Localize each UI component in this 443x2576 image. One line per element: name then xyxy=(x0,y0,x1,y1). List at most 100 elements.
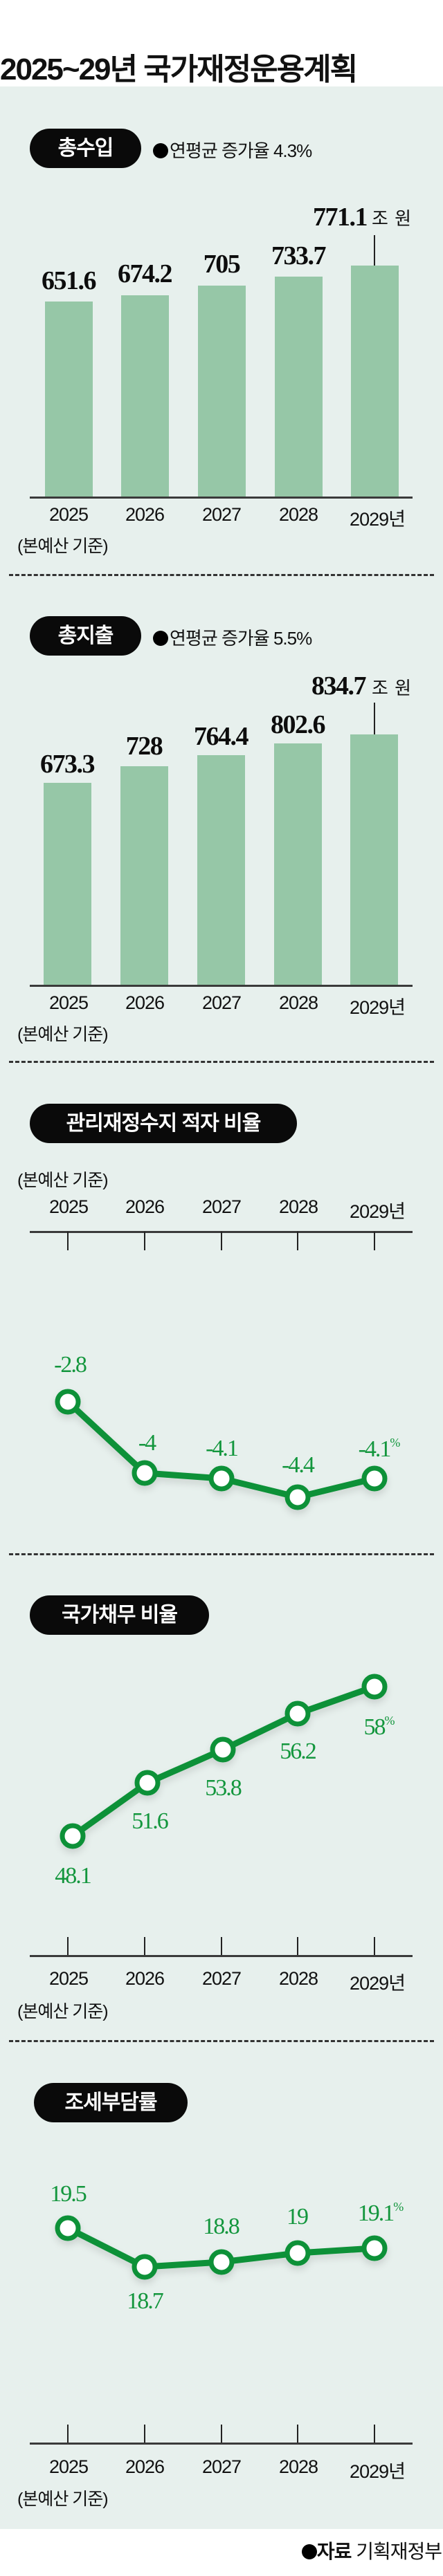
expenditure-bar-2027 xyxy=(197,755,245,985)
revenue-bar-2025 xyxy=(45,302,93,497)
year-label: 2029년 xyxy=(350,2461,406,2482)
expenditure-value-2025: 673.3 xyxy=(40,750,96,779)
basis-note: (본예산 기준) xyxy=(17,537,109,556)
tick xyxy=(297,1232,298,1250)
leader-line xyxy=(374,703,375,734)
tax-line xyxy=(55,2215,388,2280)
year-label: 2025 xyxy=(48,1196,89,1217)
year-label: 2026 xyxy=(125,1196,165,1217)
expenditure-value-2027: 764.4 xyxy=(194,722,249,751)
expenditure-value-2029: 834.7 xyxy=(311,671,367,701)
year-label: 2029년 xyxy=(350,997,406,1018)
basis-note: (본예산 기준) xyxy=(17,1025,109,1044)
tax-value-2025: 19.5 xyxy=(50,2181,87,2207)
deficit-value-2026: -4 xyxy=(138,1430,156,1456)
section-divider xyxy=(9,2040,434,2042)
basis-note: (본예산 기준) xyxy=(17,2002,109,2021)
year-label: 2026 xyxy=(125,992,165,1013)
debt-x-axis xyxy=(30,1955,413,1957)
debt-value-2028: 56.2 xyxy=(280,1739,316,1764)
deficit-pill: 관리재정수지 적자 비율 xyxy=(30,1104,297,1143)
bullet-icon xyxy=(153,143,168,158)
year-label: 2025 xyxy=(48,504,89,525)
debt-value-2029: 58% xyxy=(363,1714,395,1740)
section-divider xyxy=(9,1061,434,1063)
debt-value-2025: 48.1 xyxy=(55,1863,91,1889)
deficit-value-2025: -2.8 xyxy=(54,1352,87,1378)
expenditure-value-2028: 802.6 xyxy=(271,710,326,739)
tick xyxy=(144,1232,145,1250)
revenue-bar-2028 xyxy=(275,277,323,497)
year-label: 2029년 xyxy=(350,1973,406,1994)
debt-value-2027: 53.8 xyxy=(205,1775,242,1801)
year-label: 2027 xyxy=(201,2456,242,2477)
tax-value-2029: 19.1% xyxy=(357,2200,404,2226)
basis-note: (본예산 기준) xyxy=(17,2490,109,2509)
tick xyxy=(144,1937,145,1956)
tick xyxy=(221,1232,222,1250)
tax-value-2026: 18.7 xyxy=(127,2288,163,2314)
year-label: 2027 xyxy=(201,1196,242,1217)
revenue-pill: 총수입 xyxy=(30,129,141,168)
debt-pill: 국가채무 비율 xyxy=(30,1595,209,1635)
debt-value-2026: 51.6 xyxy=(132,1808,168,1834)
basis-note: (본예산 기준) xyxy=(17,1171,109,1190)
revenue-value-2027: 705 xyxy=(203,250,241,279)
tax-x-axis xyxy=(30,2443,413,2445)
bullet-icon xyxy=(153,631,168,646)
tax-value-2028: 19 xyxy=(287,2204,309,2230)
year-label: 2027 xyxy=(201,504,242,525)
bullet-icon xyxy=(301,2544,317,2559)
deficit-value-2028: -4.4 xyxy=(282,1452,315,1478)
year-label: 2028 xyxy=(278,504,318,525)
year-label: 2028 xyxy=(278,2456,318,2477)
tick xyxy=(297,2425,298,2443)
deficit-line xyxy=(55,1389,388,1510)
expenditure-bar-2029 xyxy=(350,734,398,985)
expenditure-bar-2026 xyxy=(120,766,168,985)
expenditure-value-2026: 728 xyxy=(125,732,163,761)
year-label: 2026 xyxy=(125,1968,165,1989)
leader-line xyxy=(374,235,375,266)
year-label: 2025 xyxy=(48,1968,89,1989)
year-label: 2029년 xyxy=(350,1201,406,1222)
year-label: 2026 xyxy=(125,2456,165,2477)
revenue-unit: 조 원 xyxy=(372,208,413,229)
revenue-x-axis xyxy=(30,497,413,499)
tick xyxy=(144,2425,145,2443)
revenue-value-2029: 771.1 xyxy=(313,203,368,232)
year-label: 2029년 xyxy=(350,509,406,530)
tick xyxy=(221,2425,222,2443)
tick xyxy=(67,1232,69,1250)
expenditure-bar-2025 xyxy=(44,783,91,985)
revenue-value-2028: 733.7 xyxy=(271,241,327,270)
section-divider xyxy=(9,1553,434,1555)
deficit-value-2029: -4.1% xyxy=(358,1436,401,1462)
expenditure-bar-2028 xyxy=(274,743,322,985)
revenue-bar-2026 xyxy=(121,295,169,497)
year-label: 2026 xyxy=(125,504,165,525)
year-label: 2025 xyxy=(48,2456,89,2477)
tick xyxy=(374,1937,375,1956)
revenue-bar-2029 xyxy=(351,266,399,497)
year-label: 2028 xyxy=(278,1968,318,1989)
revenue-value-2026: 674.2 xyxy=(118,259,173,288)
tick xyxy=(374,2425,375,2443)
expenditure-pill: 총지출 xyxy=(30,616,141,656)
tick xyxy=(67,1937,69,1956)
tax-pill: 조세부담률 xyxy=(34,2083,188,2122)
year-label: 2027 xyxy=(201,1968,242,1989)
year-label: 2025 xyxy=(48,992,89,1013)
revenue-growth: 연평균 증가율 4.3% xyxy=(153,137,312,163)
expenditure-unit: 조 원 xyxy=(372,678,413,698)
year-label: 2028 xyxy=(278,1196,318,1217)
tick xyxy=(374,1232,375,1250)
expenditure-growth: 연평균 증가율 5.5% xyxy=(153,624,312,650)
expenditure-x-axis xyxy=(30,985,413,987)
year-label: 2027 xyxy=(201,992,242,1013)
tick xyxy=(297,1937,298,1956)
page-title: 2025~29년 국가재정운용계획 xyxy=(0,53,358,86)
source-credit: 자료 기획재정부 xyxy=(301,2537,442,2564)
debt-line xyxy=(60,1674,388,1849)
revenue-bar-2027 xyxy=(198,286,246,497)
